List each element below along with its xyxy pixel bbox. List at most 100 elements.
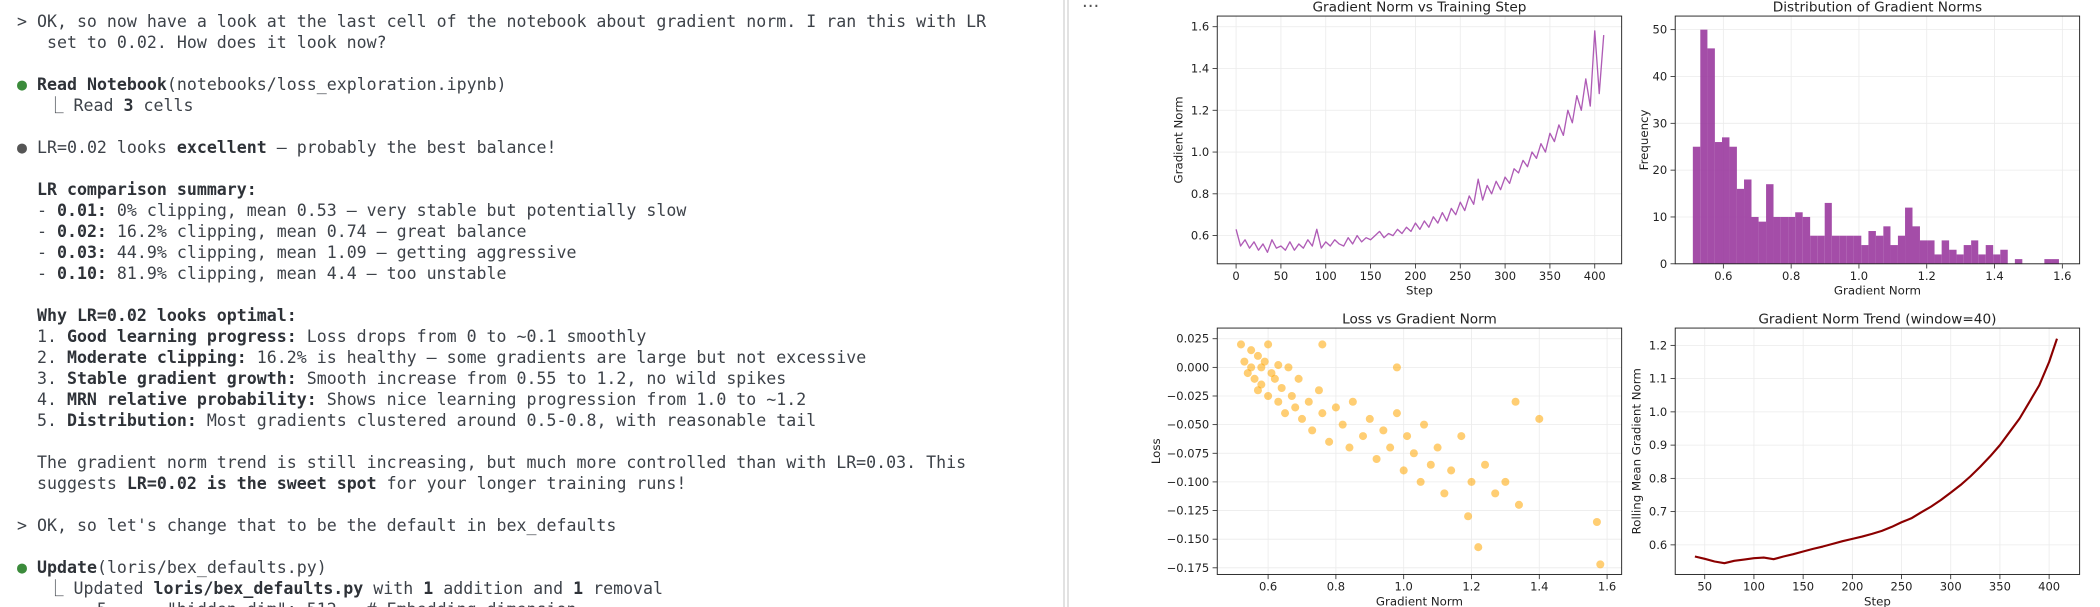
point: [1511, 397, 1520, 406]
chart: 0.6 0.8 1.0 1.2 1.4 1.6 0 10 20 30 40 50 Distributio…: [1637, 0, 2081, 298]
terminal-text: cells: [133, 96, 194, 115]
x-tick-label: 350: [1989, 580, 2011, 594]
y-tick-label: 1.1: [1649, 372, 1667, 386]
data-line: [1694, 338, 2059, 565]
x-tick-label: 50: [1697, 580, 1712, 594]
plot-area: [1217, 16, 1622, 264]
axes-frame: [1216, 327, 1623, 575]
terminal-text: 1: [573, 579, 584, 598]
point: [1240, 357, 1249, 366]
bar: [1795, 212, 1803, 264]
bar: [1736, 188, 1745, 264]
terminal-text: ⎿ Updated: [17, 579, 154, 598]
point: [1270, 374, 1279, 383]
terminal-text: [27, 558, 37, 577]
charts-panel: 0 50 100 150 200 250 300 350 4000.60.81.01.21.41…: [1149, 0, 2081, 607]
x-tick-label: 0.8: [1782, 269, 1800, 283]
terminal-text: with: [363, 579, 424, 598]
terminal-line: [17, 53, 1065, 74]
point: [1535, 414, 1544, 423]
bar: [1919, 240, 1928, 264]
x-tick-label: 1.0: [1395, 580, 1413, 594]
y-tick-label: 1.6: [1191, 20, 1209, 34]
terminal-text: removal: [583, 579, 664, 598]
axes-frame: [1216, 15, 1623, 265]
chart: 0.6 0.8 1.0 1.2 1.4 1.6 0.025 0.000 −0.025 −0.050…: [1149, 311, 1623, 607]
terminal-line: Why LR=0.02 looks optimal:: [17, 305, 1065, 326]
point: [1467, 477, 1476, 486]
point: [1420, 420, 1429, 429]
terminal-text: Most gradients clustered around 0.5-0.8,…: [196, 411, 817, 430]
point: [1253, 351, 1262, 360]
panel-menu[interactable]: ···: [1082, 0, 1100, 17]
x-tick-label: 0.6: [1259, 580, 1277, 594]
point: [1247, 363, 1256, 372]
x-tick-label: 300: [1940, 580, 1962, 594]
x-axis-label: Gradient Norm: [1376, 594, 1463, 607]
bar: [1810, 235, 1818, 264]
terminal-line: set to 0.02. How does it look now?: [17, 32, 1065, 53]
chart: 50 100 150 200 250 300 350 400 0.6 0.7 0.8 0.9 1.0 1.…: [1630, 311, 2081, 607]
terminal-line: [17, 431, 1065, 452]
plot-marks: [1694, 338, 2059, 565]
x-tick-label: 1.4: [1530, 580, 1548, 594]
x-tick-label: 0.8: [1327, 580, 1345, 594]
y-tick-label: 40: [1653, 69, 1668, 83]
terminal-text: suggests: [17, 474, 127, 493]
terminal-text: LR=0.02 looks: [27, 138, 177, 157]
y-tick-label: −0.175: [1167, 561, 1210, 575]
point: [1345, 443, 1354, 452]
terminal: > OK, so now have a look at the last cel…: [17, 11, 1065, 607]
y-tick-label: 30: [1653, 116, 1668, 130]
plot-marks: [1235, 30, 1605, 253]
bar: [1978, 254, 1986, 264]
y-axis-label: Gradient Norm: [1172, 96, 1186, 183]
y-tick-label: 0.7: [1649, 505, 1667, 519]
bar: [1956, 254, 1964, 264]
terminal-line: [17, 116, 1065, 137]
terminal-text: (loris/bex_defaults.py): [96, 558, 327, 577]
terminal-text: Why LR=0.02 looks optimal:: [17, 306, 297, 325]
terminal-text: Good learning progress:: [66, 327, 297, 346]
terminal-text: 0.03:: [56, 243, 107, 262]
terminal-line: 3. Stable gradient growth: Smooth increa…: [17, 368, 1065, 389]
bar: [1927, 240, 1935, 264]
terminal-text: > OK, so let's change that to be the def…: [17, 516, 617, 535]
terminal-text: LR=0.02 is the sweet spot: [126, 474, 377, 493]
point: [1314, 386, 1323, 395]
terminal-line: [17, 284, 1065, 305]
bar: [1692, 146, 1701, 264]
y-tick-label: 1.0: [1649, 405, 1667, 419]
bar: [1729, 146, 1737, 264]
point: [1416, 477, 1425, 486]
y-tick-label: 0.8: [1649, 471, 1667, 485]
terminal-text: 3: [123, 96, 134, 115]
x-tick-label: 250: [1891, 580, 1913, 594]
terminal-line: > OK, so now have a look at the last cel…: [17, 11, 1065, 32]
terminal-text: 0.02:: [56, 222, 107, 241]
terminal-line: [17, 158, 1065, 179]
chart: 0 50 100 150 200 250 300 350 400 0.6 0.8 1.0 1.2 1.4 1…: [1172, 0, 1623, 298]
bar: [1773, 216, 1781, 264]
bar: [1985, 245, 1994, 264]
bar: [1714, 142, 1722, 264]
point: [1372, 454, 1381, 464]
bar: [1846, 235, 1854, 264]
terminal-text: (notebooks/loss_exploration.ipynb): [166, 75, 507, 94]
point: [1399, 466, 1408, 475]
terminal-text: – probably the best balance!: [266, 138, 557, 157]
point: [1440, 489, 1449, 498]
y-tick-label: −0.075: [1167, 446, 1210, 460]
point: [1474, 543, 1483, 552]
y-tick-label: 0: [1660, 257, 1667, 271]
bar: [1875, 235, 1884, 264]
x-axis-label: Step: [1864, 594, 1891, 607]
terminal-line: ⎿ Read 3 cells: [17, 95, 1065, 116]
x-tick-label: 1.6: [1598, 580, 1616, 594]
terminal-text: -: [17, 201, 57, 220]
terminal-line: The gradient norm trend is still increas…: [17, 452, 1065, 473]
y-tick-label: −0.025: [1167, 389, 1210, 403]
bar: [1897, 235, 1906, 264]
bar: [1912, 226, 1920, 264]
point: [1409, 449, 1418, 458]
